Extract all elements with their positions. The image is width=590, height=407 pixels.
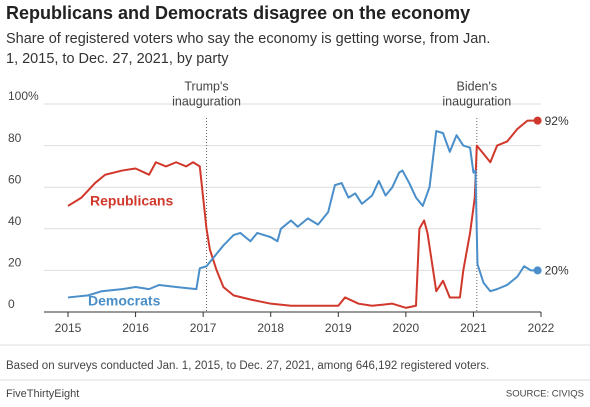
chart-subtitle: Share of registered voters who say the e… bbox=[6, 31, 490, 47]
x-tick-label: 2021 bbox=[460, 321, 487, 335]
y-tick-label: 40 bbox=[8, 214, 22, 228]
series-line bbox=[67, 119, 538, 309]
x-tick-label: 2019 bbox=[325, 321, 352, 335]
y-tick-label: 0 bbox=[8, 297, 15, 311]
chart-subtitle: 1, 2015, to Dec. 27, 2021, by party bbox=[6, 51, 229, 67]
chart-title: Republicans and Democrats disagree on th… bbox=[6, 3, 470, 23]
annotation-text: inauguration bbox=[172, 94, 241, 108]
value-label: 92% bbox=[545, 114, 569, 128]
x-tick-label: 2020 bbox=[393, 321, 420, 335]
source: SOURCE: CIVIQS bbox=[506, 389, 584, 400]
x-tick-label: 2017 bbox=[190, 321, 217, 335]
x-tick-label: 2018 bbox=[257, 321, 284, 335]
x-tick-label: 2016 bbox=[122, 321, 149, 335]
end-point bbox=[533, 266, 542, 275]
series-label: Republicans bbox=[90, 193, 173, 209]
x-tick-label: 2015 bbox=[55, 321, 82, 335]
series-label: Democrats bbox=[88, 293, 161, 309]
y-tick-label: 100% bbox=[8, 89, 39, 103]
series-line bbox=[67, 130, 538, 299]
y-tick-label: 60 bbox=[8, 172, 22, 186]
y-tick-label: 20 bbox=[8, 256, 22, 270]
value-label: 20% bbox=[545, 264, 569, 278]
end-point bbox=[533, 116, 542, 125]
brand: FiveThirtyEight bbox=[6, 388, 79, 400]
footnote: Based on surveys conducted Jan. 1, 2015,… bbox=[6, 360, 489, 372]
annotation-text: Trump's bbox=[184, 79, 228, 93]
y-tick-label: 80 bbox=[8, 131, 22, 145]
annotation-text: inauguration bbox=[442, 94, 511, 108]
x-tick-label: 2022 bbox=[528, 321, 555, 335]
annotation-text: Biden's bbox=[457, 79, 498, 93]
